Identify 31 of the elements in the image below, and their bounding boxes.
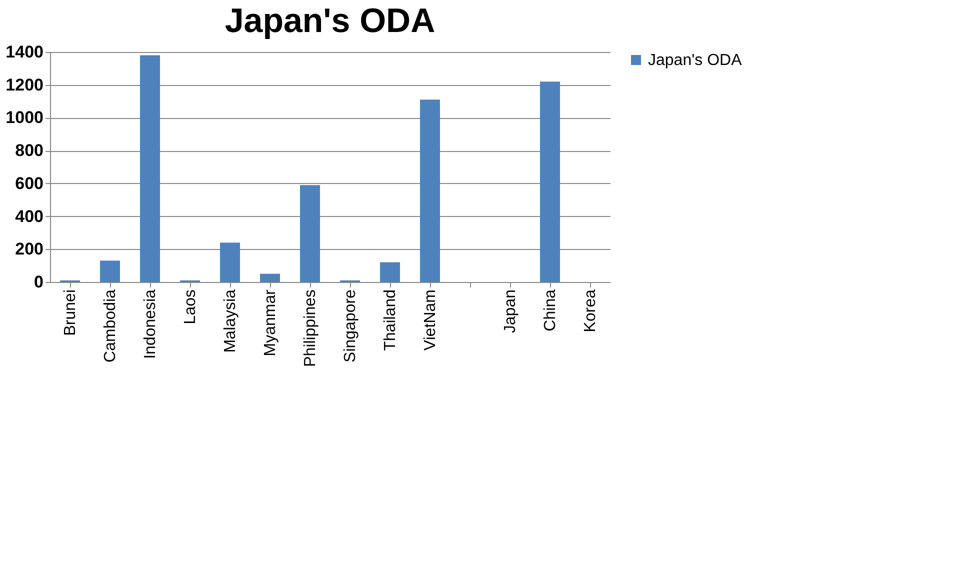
x-tick-label: Philippines (302, 290, 319, 367)
x-tick-label: Laos (182, 290, 199, 324)
x-tick-label: Malaysia (222, 289, 239, 353)
x-tick-label: Singapore (342, 289, 359, 362)
y-tick-label: 0 (34, 272, 44, 292)
bar (260, 274, 280, 282)
x-tick-label: VietNam (422, 290, 439, 351)
y-tick-label: 1000 (6, 108, 44, 128)
x-tick-label: China (542, 289, 559, 332)
x-tick-label: Korea (582, 289, 599, 332)
x-tick-label: Thailand (382, 290, 399, 351)
bar (220, 242, 240, 282)
x-tick-label: Cambodia (102, 289, 119, 362)
y-tick-label: 1400 (6, 42, 44, 62)
y-tick-label: 800 (15, 141, 44, 160)
bar (300, 185, 320, 282)
y-tick-label: 1200 (6, 75, 44, 94)
x-tick-label: Indonesia (142, 289, 159, 359)
y-tick-label: 600 (15, 174, 44, 193)
chart-title: Japan's ODA (224, 2, 436, 40)
legend-label: Japan's ODA (648, 52, 742, 69)
bar (380, 262, 400, 282)
x-tick-label: Japan (502, 290, 519, 334)
x-tick-label: Brunei (62, 290, 79, 336)
y-tick-label: 200 (15, 240, 44, 259)
bar (100, 260, 120, 282)
y-tick-label: 400 (15, 206, 44, 226)
x-tick-label: Myanmar (262, 288, 279, 356)
bar (140, 55, 160, 282)
bar (540, 82, 560, 282)
bar (420, 100, 440, 282)
